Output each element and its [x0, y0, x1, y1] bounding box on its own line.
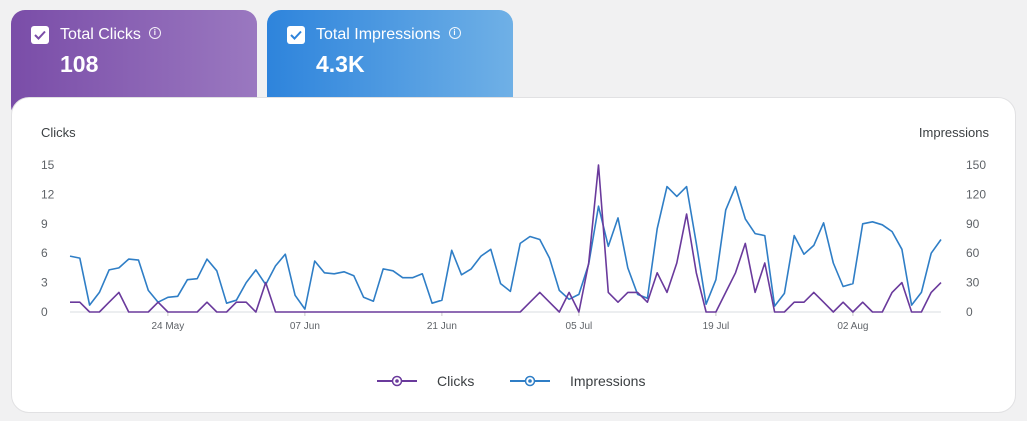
left-tick-label: 9 — [41, 217, 48, 231]
legend-item-impressions[interactable]: Impressions — [510, 373, 645, 389]
x-tick-label: 21 Jun — [427, 321, 457, 332]
card-header: Total Clicks i — [31, 26, 237, 44]
impressions-checkbox[interactable] — [287, 26, 305, 44]
legend-label-clicks: Clicks — [437, 373, 474, 389]
performance-chart-panel: Clicks Impressions 0 3 6 9 12 15 0 30 60 90 120 15… — [11, 97, 1016, 413]
left-axis-title: Clicks — [41, 125, 76, 140]
info-icon[interactable]: i — [448, 27, 461, 39]
info-icon[interactable]: i — [148, 27, 161, 39]
x-tick-label: 07 Jun — [290, 321, 320, 332]
right-tick-label: 0 — [966, 305, 973, 319]
x-tick-label: 19 Jul — [703, 321, 730, 332]
right-tick-label: 150 — [966, 158, 986, 172]
clicks-series-line[interactable] — [70, 164, 942, 313]
legend-label-impressions: Impressions — [570, 373, 645, 389]
impressions-series-line[interactable] — [69, 185, 942, 310]
right-tick-label: 120 — [966, 187, 986, 201]
card-title: Total Clicks — [60, 26, 141, 43]
right-axis-title: Impressions — [919, 125, 990, 140]
chart-legend: Clicks Impressions — [377, 373, 645, 389]
card-value: 4.3K — [316, 51, 365, 77]
checkmark-icon — [34, 30, 46, 40]
performance-chart: Clicks Impressions 0 3 6 9 12 15 0 30 60 90 120 15… — [41, 125, 990, 389]
legend-item-clicks[interactable]: Clicks — [377, 373, 474, 389]
x-tick-label: 05 Jul — [566, 321, 593, 332]
right-tick-label: 90 — [966, 217, 980, 231]
x-tick-label: 24 May — [151, 321, 184, 332]
clicks-checkbox[interactable] — [31, 26, 49, 44]
right-tick-label: 30 — [966, 276, 980, 290]
left-tick-label: 12 — [41, 187, 55, 201]
left-tick-label: 0 — [41, 305, 48, 319]
left-tick-label: 3 — [41, 276, 48, 290]
checkmark-icon — [290, 30, 302, 40]
left-tick-label: 6 — [41, 246, 48, 260]
card-value: 108 — [60, 51, 99, 77]
right-tick-label: 60 — [966, 246, 980, 260]
left-tick-label: 15 — [41, 158, 55, 172]
card-title: Total Impressions — [316, 26, 441, 43]
x-tick-label: 02 Aug — [837, 321, 868, 332]
card-header: Total Impressions i — [287, 26, 493, 44]
